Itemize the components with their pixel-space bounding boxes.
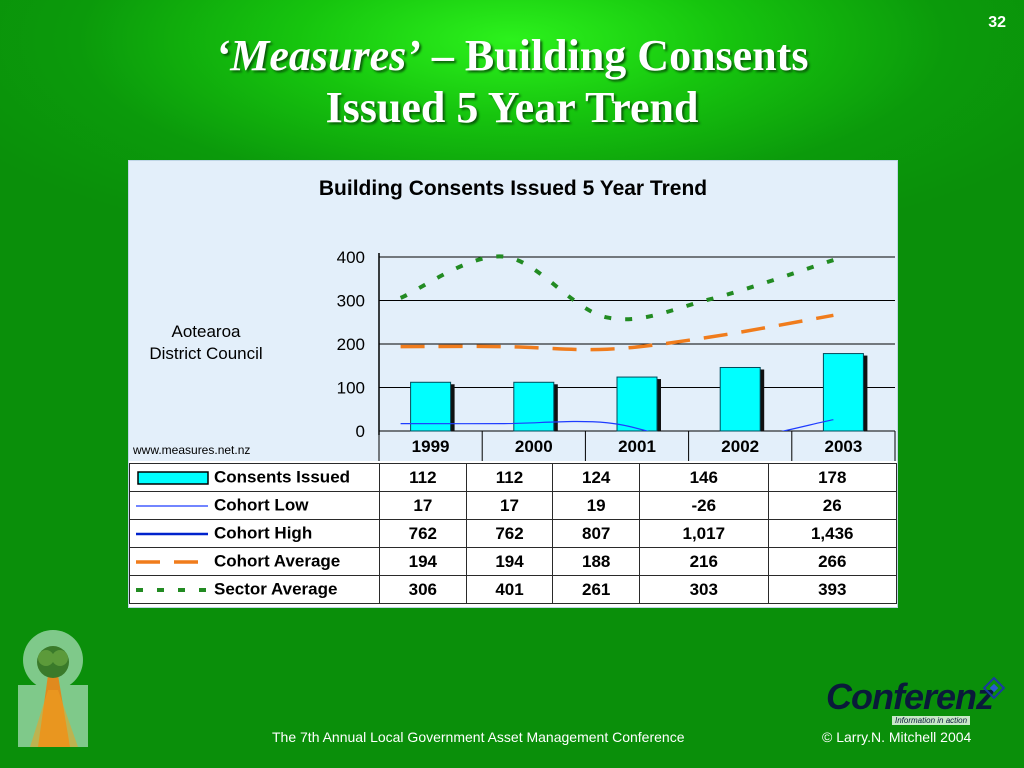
series-line-sector-average [399,254,835,322]
series-name-cell: Cohort High [129,519,380,548]
x-tick-label: 1999 [412,437,450,456]
series-name-cell: Cohort Low [129,491,380,520]
footer-copyright: © Larry.N. Mitchell 2004 [822,729,972,745]
series-name-cell: Consents Issued [129,463,380,492]
series-label: Cohort Average [214,551,341,571]
table-cell: -26 [639,491,769,520]
table-cell: 1,017 [639,519,769,548]
series-label: Cohort Low [214,495,309,515]
table-cell: 146 [639,463,769,492]
table-cell: 266 [767,547,897,576]
plot-area [129,161,897,461]
slide-title: ‘Measures’ – Building Consents Issued 5 … [0,30,1024,134]
table-cell: 17 [379,491,467,520]
slide-title-italic: ‘Measures’ [215,31,421,80]
table-cell: 261 [552,575,641,604]
chart-panel: Building Consents Issued 5 Year Trend Ao… [128,160,898,608]
table-cell: 124 [552,463,641,492]
table-cell: 401 [465,575,554,604]
chart-svg: 0 100 200 300 400 1999 2000 2001 2002 2003 [337,248,896,461]
table-cell: 216 [639,547,769,576]
table-row: Cohort High 762 762 807 1,017 1,436 [129,519,897,548]
slide-title-line1: – Building Consents [420,31,809,80]
series-line-cohort-average [400,313,834,352]
table-cell: 188 [552,547,641,576]
bar [719,366,761,432]
series-label: Consents Issued [214,467,351,487]
conferenz-logo: Conferenz Information in action [822,676,1012,726]
keyhole-tree-logo [18,630,88,747]
x-tick-label: 2001 [618,437,656,456]
table-row: Sector Average 306 401 261 303 393 [129,575,897,604]
x-tick-label: 2000 [515,437,553,456]
table-cell: 112 [465,463,554,492]
legend-swatch [136,532,208,535]
source-url: www.measures.net.nz [133,443,251,457]
data-table: Consents Issued 112 112 124 146 178 Cohort Low… [129,463,897,604]
table-row: Consents Issued 112 112 124 146 178 [129,463,897,492]
diamond-icon [982,676,1006,700]
table-cell: 393 [767,575,897,604]
y-tick-label: 200 [337,335,365,354]
slide-title-line2: Issued 5 Year Trend [325,83,699,132]
x-tick-label: 2002 [721,437,759,456]
legend-swatch [137,471,209,485]
council-caption-line2: District Council [149,344,263,363]
table-row: Cohort Average 194 194 188 216 266 [129,547,897,576]
table-cell: 19 [552,491,641,520]
table-cell: 306 [379,575,467,604]
page-number: 32 [988,14,1006,31]
table-row: Cohort Low 17 17 19 -26 26 [129,491,897,520]
table-cell: 26 [767,491,897,520]
footer-conference: The 7th Annual Local Government Asset Ma… [272,729,685,745]
conferenz-logo-tagline: Information in action [892,716,971,725]
series-line-cohort-low [400,419,834,431]
y-tick-label: 300 [337,292,365,311]
council-caption-line1: Aotearoa [171,322,241,341]
series-name-cell: Cohort Average [129,547,380,576]
table-cell: 112 [379,463,467,492]
bar [616,376,658,432]
legend-swatch [136,587,208,592]
council-caption: Aotearoa District Council [131,321,281,365]
table-cell: 807 [552,519,641,548]
legend-swatch [136,505,208,507]
legend-swatch-bar [137,471,209,485]
bar [822,353,864,432]
chart-title: Building Consents Issued 5 Year Trend [318,177,708,200]
table-cell: 194 [465,547,554,576]
table-cell: 178 [767,463,897,492]
y-tick-label: 400 [337,248,365,267]
table-cell: 762 [379,519,467,548]
y-tick-label: 100 [337,379,365,398]
table-cell: 303 [639,575,769,604]
y-tick-label: 0 [356,422,365,441]
legend-swatch [136,560,208,564]
table-cell: 1,436 [767,519,897,548]
x-tick-label: 2003 [824,437,862,456]
table-cell: 17 [465,491,554,520]
table-cell: 194 [379,547,467,576]
series-label: Cohort High [214,523,313,543]
series-name-cell: Sector Average [129,575,380,604]
bar [410,381,452,432]
table-cell: 762 [465,519,554,548]
conferenz-logo-word: Conferenz [826,676,994,717]
series-label: Sector Average [214,579,338,599]
